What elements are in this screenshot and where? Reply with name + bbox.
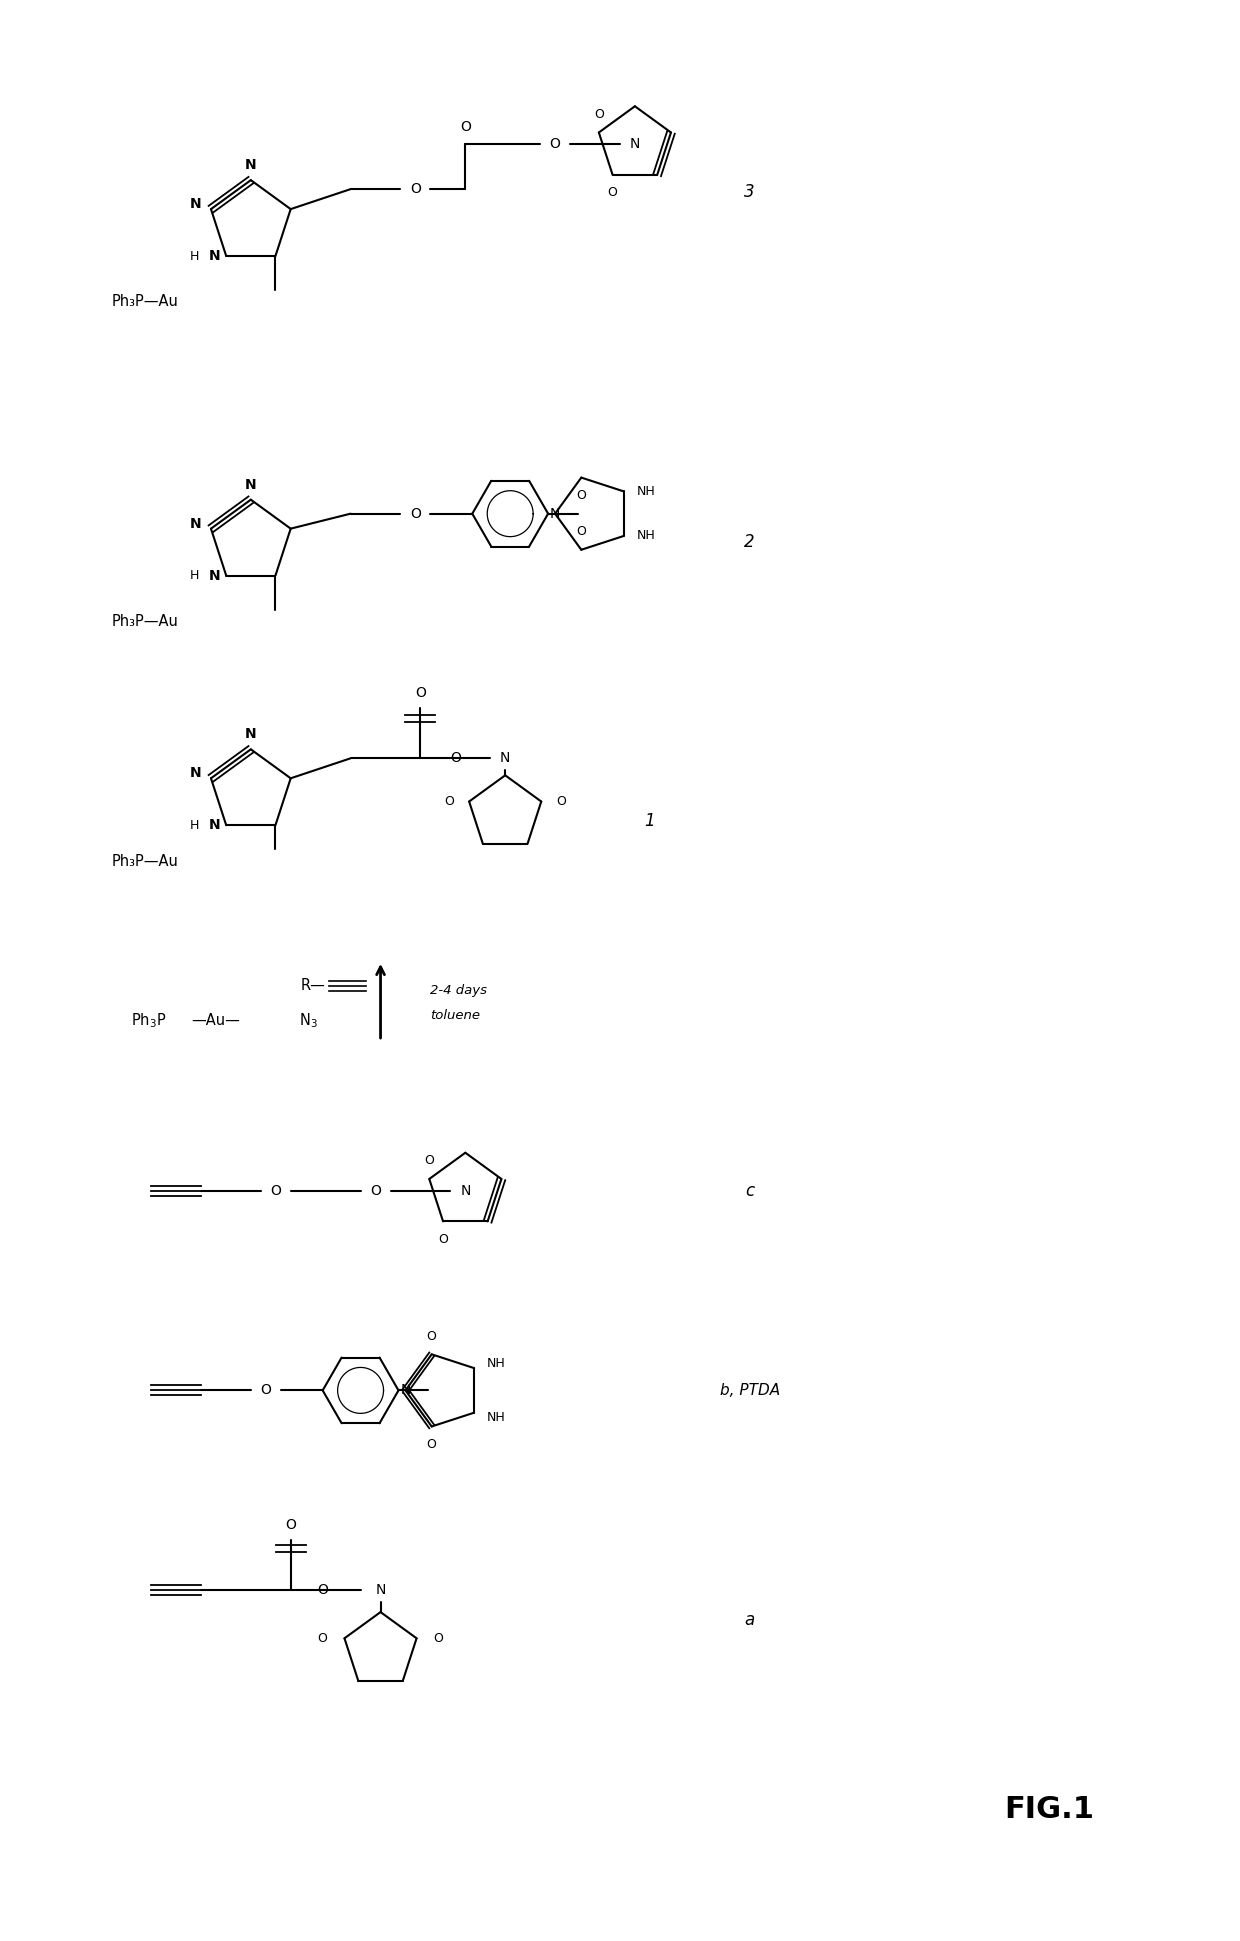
Text: O: O <box>427 1438 436 1452</box>
Text: N: N <box>208 248 219 262</box>
Text: Ph₃P—Au: Ph₃P—Au <box>112 854 179 870</box>
Text: 3: 3 <box>744 182 755 202</box>
Text: Ph₃P—Au: Ph₃P—Au <box>112 613 179 629</box>
Text: N: N <box>460 1184 470 1198</box>
Text: O: O <box>317 1584 329 1597</box>
Text: 2: 2 <box>744 532 755 551</box>
Text: N: N <box>246 477 257 491</box>
Text: O: O <box>577 489 587 503</box>
Text: H: H <box>190 569 198 582</box>
Text: N: N <box>500 751 511 765</box>
Text: NH: NH <box>486 1411 506 1425</box>
Text: N: N <box>190 516 202 530</box>
Text: Ph₃P—Au: Ph₃P—Au <box>112 295 179 309</box>
Text: O: O <box>415 687 425 701</box>
Text: N: N <box>208 819 219 833</box>
Text: H: H <box>190 819 198 831</box>
Text: a: a <box>744 1611 755 1628</box>
Text: O: O <box>438 1233 448 1246</box>
Text: O: O <box>460 120 471 134</box>
Text: N: N <box>208 569 219 582</box>
Text: O: O <box>270 1184 281 1198</box>
Text: FIG.1: FIG.1 <box>1004 1795 1094 1825</box>
Text: O: O <box>608 186 618 200</box>
Text: O: O <box>410 182 420 196</box>
Text: NH: NH <box>636 485 655 499</box>
Text: N: N <box>190 767 202 780</box>
Text: H: H <box>190 250 198 262</box>
Text: O: O <box>317 1632 327 1644</box>
Text: toluene: toluene <box>430 1009 480 1023</box>
Text: O: O <box>434 1632 444 1644</box>
Text: —Au—: —Au— <box>191 1013 241 1029</box>
Text: O: O <box>424 1155 434 1167</box>
Text: O: O <box>427 1330 436 1343</box>
Text: NH: NH <box>636 530 655 542</box>
Text: O: O <box>594 109 604 120</box>
Text: N: N <box>549 507 560 520</box>
Text: O: O <box>577 526 587 538</box>
Text: 2-4 days: 2-4 days <box>430 984 487 998</box>
Text: R—: R— <box>301 978 326 994</box>
Text: 1: 1 <box>645 811 655 831</box>
Text: O: O <box>370 1184 381 1198</box>
Text: N: N <box>246 728 257 741</box>
Text: O: O <box>450 751 461 765</box>
Text: Ph$_3$P: Ph$_3$P <box>131 1011 166 1031</box>
Text: O: O <box>557 796 567 807</box>
Text: O: O <box>260 1384 272 1398</box>
Text: N: N <box>376 1584 386 1597</box>
Text: N$_3$: N$_3$ <box>299 1011 317 1031</box>
Text: O: O <box>549 138 560 151</box>
Text: N: N <box>630 138 640 151</box>
Text: N: N <box>246 157 257 173</box>
Text: O: O <box>444 796 454 807</box>
Text: N: N <box>401 1384 410 1398</box>
Text: O: O <box>410 507 420 520</box>
Text: c: c <box>745 1182 754 1200</box>
Text: NH: NH <box>486 1357 506 1370</box>
Text: b, PTDA: b, PTDA <box>719 1382 780 1398</box>
Text: O: O <box>285 1518 296 1531</box>
Text: N: N <box>190 198 202 212</box>
